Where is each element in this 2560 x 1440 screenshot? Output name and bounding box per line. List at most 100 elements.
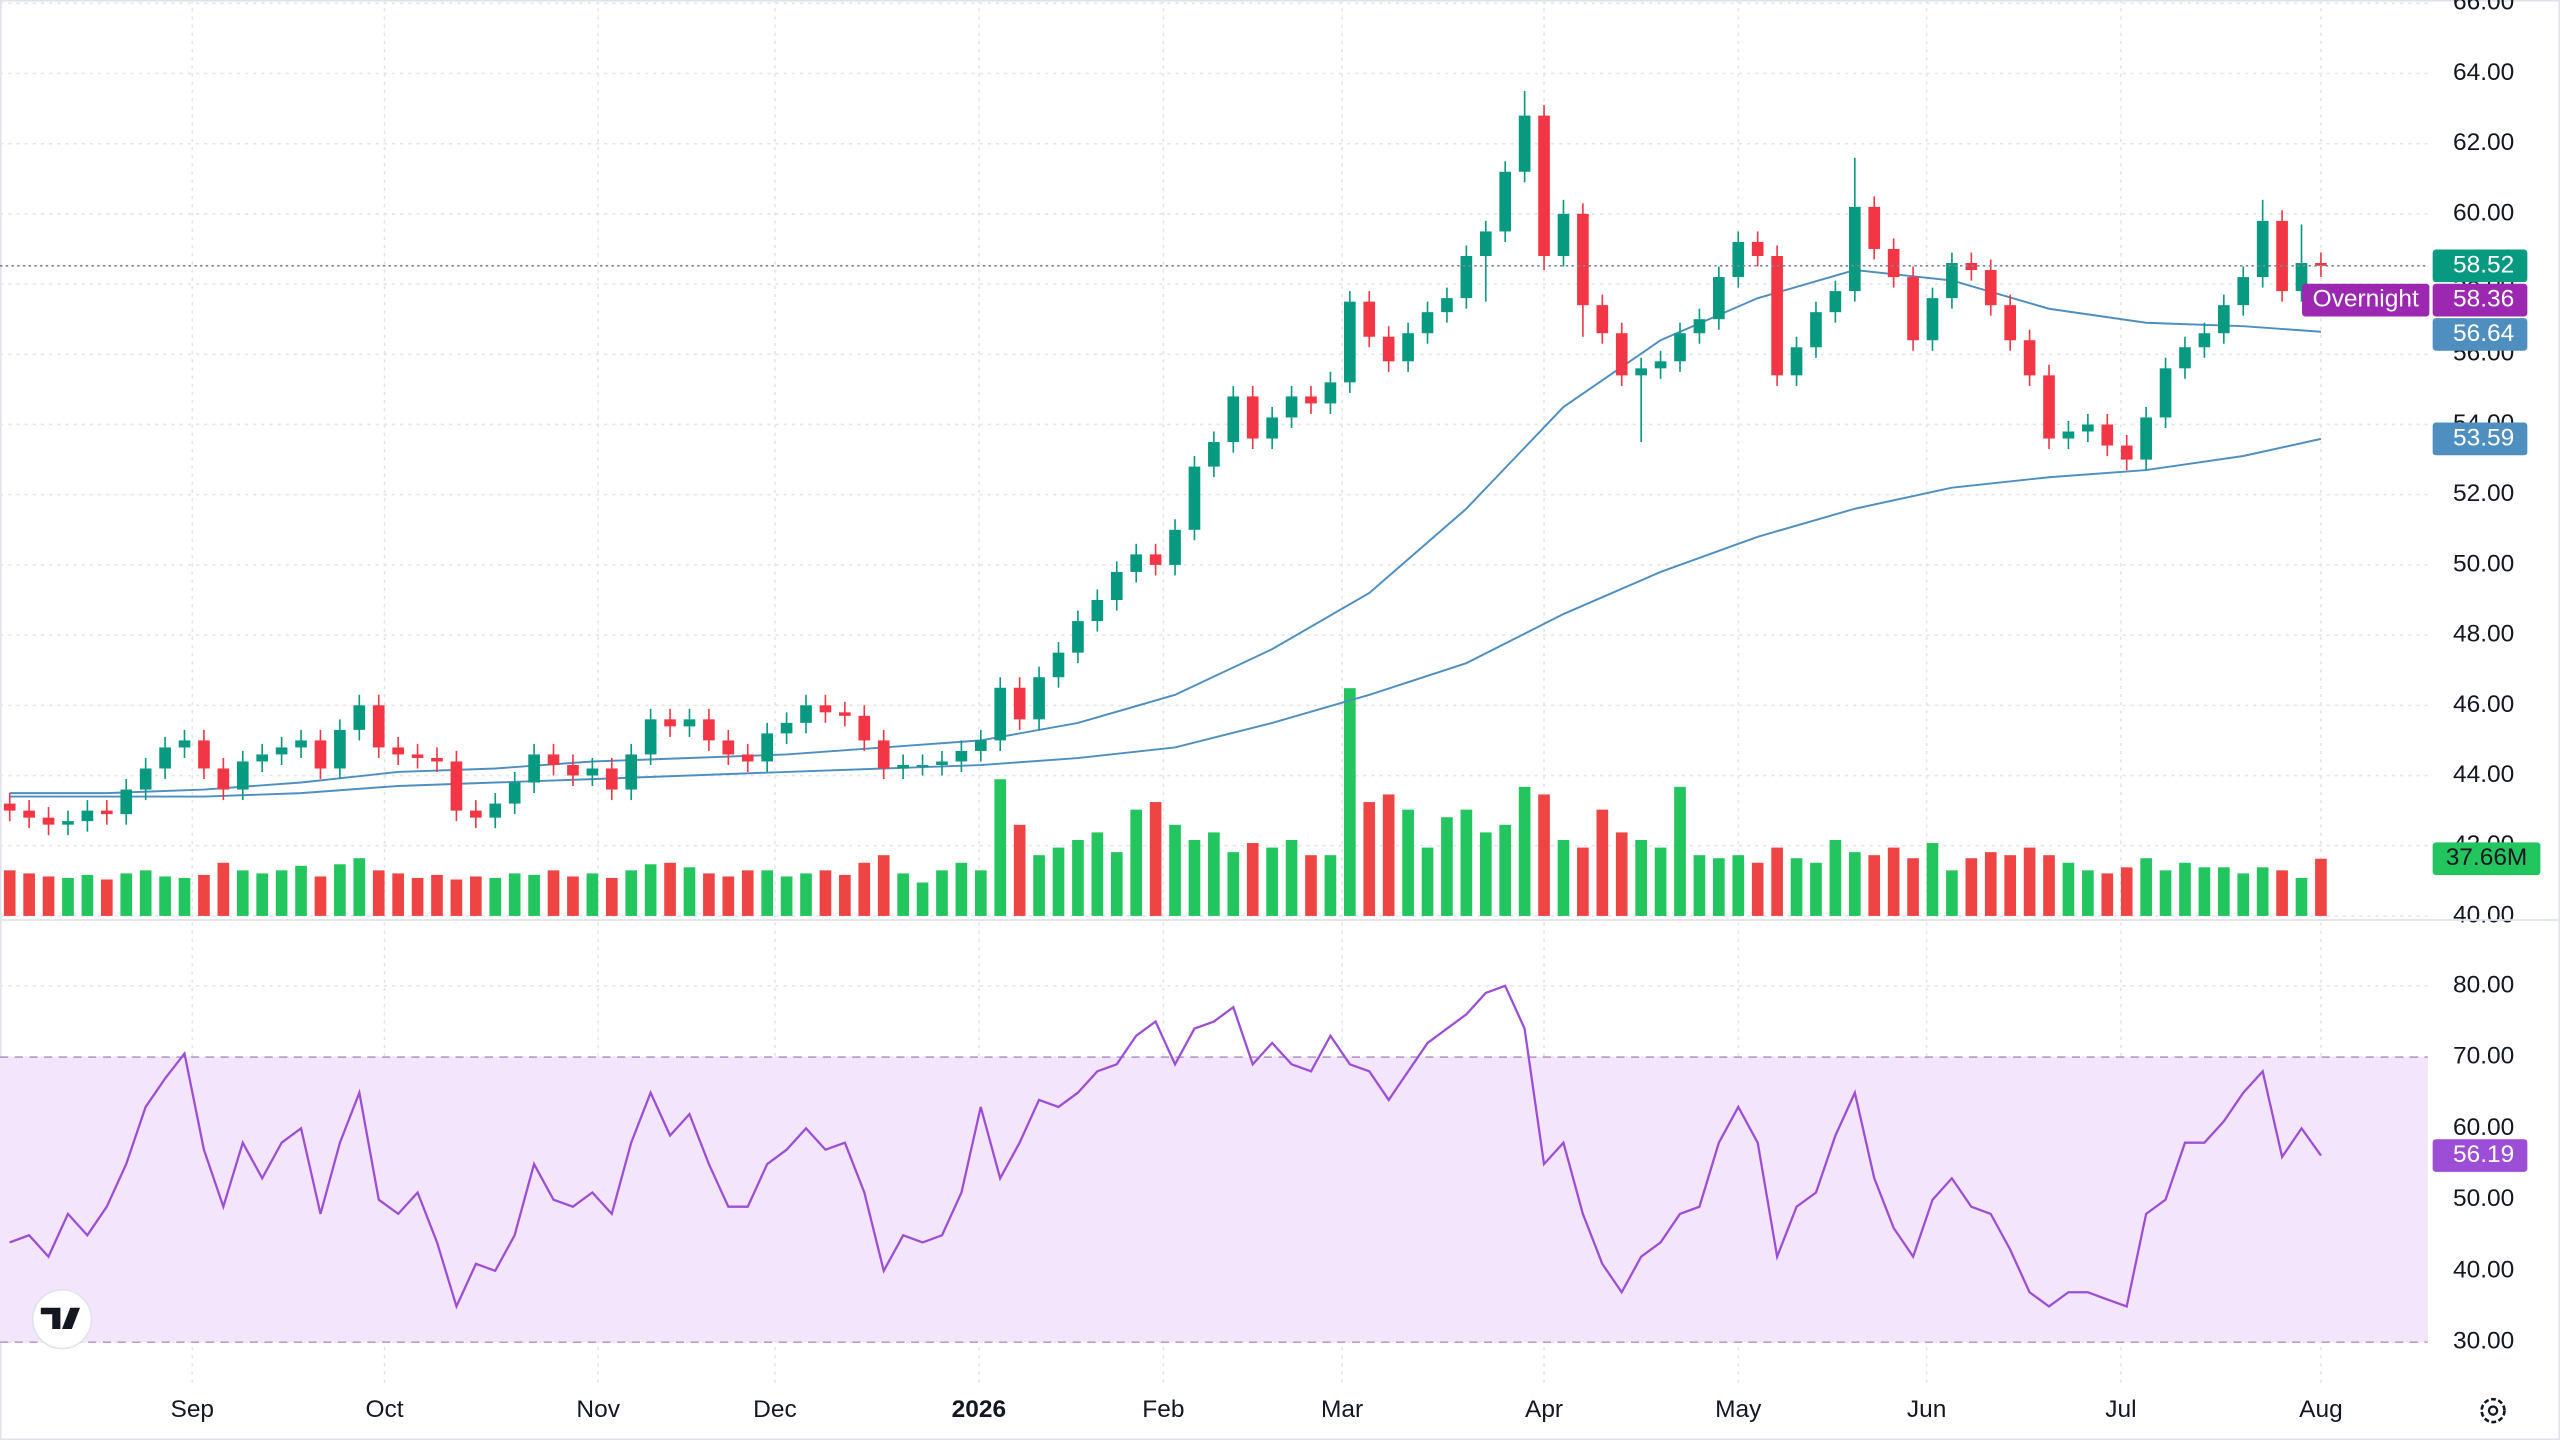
candle-body (1596, 305, 1609, 334)
x-tick-label: 2026 (952, 1396, 1006, 1423)
volume-bar (1615, 832, 1628, 916)
candle-body (1868, 206, 1881, 249)
candle-body (1848, 206, 1861, 292)
volume-bar (605, 877, 618, 916)
candle-body (23, 810, 35, 818)
candle-body (722, 740, 735, 755)
candle-body (1188, 466, 1201, 530)
volume-bar (2004, 855, 2017, 916)
volume-bar (3, 870, 16, 916)
volume-bar (353, 858, 366, 916)
candle-body (295, 740, 307, 748)
volume-bar (1421, 847, 1434, 916)
volume-bar (1868, 855, 1881, 916)
volume-bar (1266, 847, 1278, 916)
candle-body (2023, 340, 2036, 376)
candle-body (741, 754, 754, 762)
candle-body (2082, 424, 2094, 432)
volume-bar (334, 864, 346, 916)
volume-bar (42, 876, 55, 916)
rsi-tick-label: 60.00 (2453, 1114, 2514, 1141)
candle-body (819, 705, 832, 713)
candle-body (314, 740, 327, 769)
candle-body (2198, 333, 2211, 348)
candle-body (42, 817, 55, 825)
volume-bar (1518, 786, 1531, 916)
candle-body (644, 719, 657, 755)
gear[interactable] (2480, 1397, 2506, 1424)
volume-bar (392, 873, 404, 916)
volume-bar (1596, 809, 1609, 916)
last-price-tag-box (2432, 249, 2528, 283)
candle-body (1479, 231, 1492, 256)
rsi-line (9, 984, 2322, 1310)
candle-body (1810, 312, 1822, 348)
candle-body (178, 740, 191, 748)
candle-body (1538, 115, 1550, 256)
candle-body (2101, 424, 2114, 446)
volume-bar (1654, 847, 1667, 916)
volume-bar (703, 873, 715, 916)
volume-bar (858, 862, 871, 916)
settings-button[interactable] (2480, 1397, 2506, 1424)
volume-bar (1072, 840, 1084, 916)
candle-body (955, 750, 968, 762)
volume-bar (586, 873, 599, 916)
rsi-tick-label: 70.00 (2453, 1043, 2514, 1070)
volume-bar (683, 867, 696, 916)
candle-body (780, 722, 793, 734)
volume-bar (567, 876, 579, 916)
volume-bar (761, 870, 773, 916)
volume-bar (62, 877, 74, 916)
volume-bar (431, 874, 443, 916)
candle-body (916, 764, 929, 767)
candle-body (1013, 687, 1026, 720)
x-tick-label: Aug (2299, 1396, 2343, 1423)
candle-body (334, 729, 346, 769)
volume-bar (1091, 832, 1104, 916)
candle-body (839, 712, 851, 716)
volume-bar (1984, 852, 1997, 916)
volume-bar (644, 864, 657, 916)
volume-bar (372, 870, 385, 916)
volume-bar (741, 870, 754, 916)
volume-bar (2237, 873, 2250, 916)
volume-bar (1479, 832, 1492, 916)
volume-bar (178, 877, 191, 916)
volume-bar (800, 873, 812, 916)
volume-bar (1848, 852, 1861, 916)
candle-body (858, 715, 871, 741)
candles (3, 91, 2327, 836)
rsi-tick-label: 50.00 (2453, 1185, 2514, 1212)
candle-body (1713, 277, 1725, 320)
volume-bar (916, 882, 929, 916)
volume-bar (1829, 840, 1842, 916)
volume-bar (1149, 802, 1162, 916)
volume-bar (1751, 862, 1764, 916)
volume-bar (528, 874, 540, 916)
volume-bar (1635, 840, 1647, 916)
x-tick-label: Dec (753, 1396, 797, 1423)
volume-bar (1674, 786, 1686, 916)
candle-body (2256, 220, 2269, 278)
volume (3, 688, 2327, 916)
candle-body (353, 705, 366, 730)
volume-bar (120, 873, 133, 916)
volume-bar (819, 870, 832, 916)
overnight-price-tag-box (2432, 283, 2528, 317)
logo[interactable] (31, 1288, 93, 1350)
candle-body (800, 705, 812, 723)
logo-badge[interactable] (31, 1288, 93, 1350)
volume-bar (1363, 802, 1376, 916)
volume-bar (236, 870, 249, 916)
volume-bar (411, 877, 424, 916)
candle-body (139, 768, 152, 790)
volume-bar (2295, 877, 2308, 916)
y-tick-label: 66.00 (2453, 0, 2514, 16)
volume-bar (1285, 840, 1298, 916)
volume-bar (295, 865, 307, 916)
x-tick-label: Jul (2105, 1396, 2136, 1423)
volume-bar (1246, 843, 1259, 916)
overnight-label: Overnight (2313, 286, 2419, 313)
x-tick-label: Jun (1907, 1396, 1946, 1423)
